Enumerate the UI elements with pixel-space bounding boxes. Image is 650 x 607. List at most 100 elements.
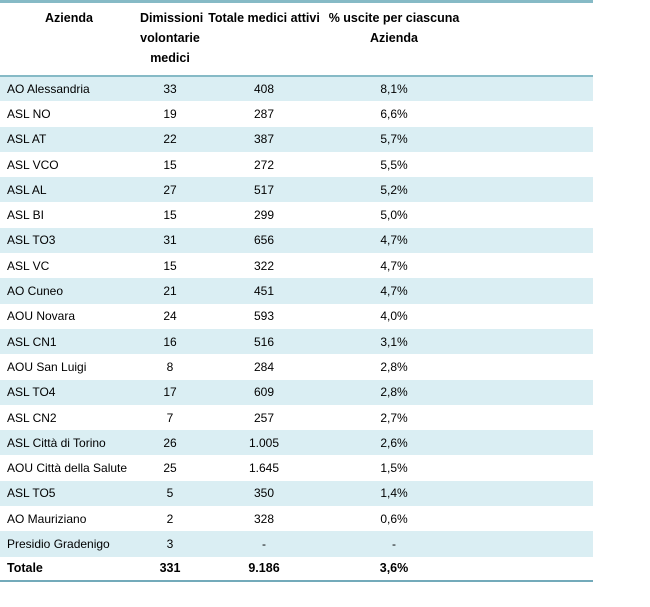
table-row: ASL BI 15 299 5,0% [0, 202, 593, 227]
azienda-cell: AOU Città della Salute [7, 461, 128, 476]
azienda-cell: AO Alessandria [0, 76, 138, 102]
table-row: AO Cuneo 21 451 4,7% [0, 278, 593, 304]
dimissioni-cell: 7 [166, 410, 174, 425]
total-percent: 3,6% [379, 561, 409, 576]
azienda-cell: ASL BI [7, 208, 44, 223]
medici-attivi-cell: 516 [202, 328, 326, 355]
spacer-cell [462, 354, 593, 379]
total-dimissioni: 331 [159, 561, 181, 576]
azienda-cell: AO Mauriziano [7, 511, 87, 526]
percent-cell: - [326, 531, 462, 557]
percent-cell: 5,5% [380, 157, 408, 172]
percent-cell: 6,6% [380, 106, 408, 121]
medici-attivi-cell: 1.645 [248, 461, 280, 476]
azienda-cell: ASL TO3 [0, 227, 138, 254]
percent-cell: 4,7% [326, 227, 462, 254]
table-row: ASL CN1 16 516 3,1% [0, 328, 593, 355]
spacer-cell [462, 480, 593, 507]
dimissioni-cell: 19 [163, 106, 177, 121]
dimissioni-cell: 22 [138, 126, 202, 152]
medici-attivi-cell: 322 [253, 258, 275, 273]
spacer-cell [462, 227, 593, 254]
table-row: ASL TO5 5 350 1,4% [0, 480, 593, 507]
table-header: Azienda Dimissioni volontarie medici Tot… [0, 2, 593, 76]
dimissioni-cell: 15 [163, 208, 177, 223]
percent-cell: 1,5% [380, 461, 408, 476]
dimissioni-cell: 15 [163, 157, 177, 172]
table-row: ASL AL 27 517 5,2% [0, 177, 593, 203]
spacer-cell [462, 506, 593, 531]
total-spacer [462, 557, 593, 581]
dimissioni-cell: 33 [138, 76, 202, 102]
percent-cell: 8,1% [326, 76, 462, 102]
azienda-cell: ASL NO [7, 106, 51, 121]
azienda-cell: Presidio Gradenigo [0, 531, 138, 557]
table-row: ASL NO 19 287 6,6% [0, 101, 593, 126]
medici-attivi-cell: 1.005 [202, 430, 326, 456]
table-footer: Totale 331 9.186 3,6% [0, 557, 593, 581]
medici-attivi-cell: 609 [202, 379, 326, 405]
header-totale-medici-attivi: Totale medici attivi [208, 11, 320, 25]
table-row: ASL TO4 17 609 2,8% [0, 379, 593, 405]
dimissioni-cell: 24 [163, 309, 177, 324]
table-row: ASL VCO 15 272 5,5% [0, 152, 593, 177]
dimissioni-cell: 5 [138, 480, 202, 507]
spacer-cell [462, 278, 593, 304]
medici-attivi-cell: 328 [253, 511, 275, 526]
dimissioni-cell: 26 [138, 430, 202, 456]
table-row: ASL CN2 7 257 2,7% [0, 405, 593, 430]
medici-attivi-cell: 656 [202, 227, 326, 254]
percent-cell: 4,7% [326, 278, 462, 304]
azienda-cell: ASL VC [7, 258, 50, 273]
medici-attivi-cell: 287 [253, 106, 275, 121]
azienda-cell: AO Cuneo [0, 278, 138, 304]
dimissioni-cell: 15 [163, 258, 177, 273]
dimissioni-cell: 31 [138, 227, 202, 254]
table-row: AOU San Luigi 8 284 2,8% [0, 354, 593, 379]
azienda-cell: ASL TO4 [0, 379, 138, 405]
table-row: ASL AT 22 387 5,7% [0, 126, 593, 152]
header-azienda: Azienda [45, 11, 93, 25]
azienda-cell: ASL AL [0, 177, 138, 203]
percent-cell: 2,8% [380, 359, 408, 374]
header-percent-uscite: % uscite per ciascuna Azienda [328, 11, 460, 45]
total-label: Totale [7, 561, 43, 576]
percent-cell: 2,8% [326, 379, 462, 405]
table-body: AO Alessandria 33 408 8,1% ASL NO 19 287 6,6% AS… [0, 76, 593, 557]
spacer-cell [462, 304, 593, 329]
table-row: AOU Novara 24 593 4,0% [0, 304, 593, 329]
header-row: Azienda Dimissioni volontarie medici Tot… [0, 2, 593, 76]
spacer-cell [462, 405, 593, 430]
azienda-cell: ASL CN1 [0, 328, 138, 355]
percent-cell: 2,7% [380, 410, 408, 425]
azienda-cell: ASL CN2 [7, 410, 57, 425]
total-row: Totale 331 9.186 3,6% [0, 557, 593, 581]
dimissioni-cell: 2 [166, 511, 174, 526]
dimissioni-cell: 25 [163, 461, 177, 476]
azienda-cell: ASL TO5 [0, 480, 138, 507]
azienda-cell: AOU San Luigi [7, 359, 87, 374]
percent-cell: 5,2% [326, 177, 462, 203]
medici-attivi-cell: 593 [253, 309, 275, 324]
table-row: ASL TO3 31 656 4,7% [0, 227, 593, 254]
dimissioni-cell: 17 [138, 379, 202, 405]
table-row: AO Mauriziano 2 328 0,6% [0, 506, 593, 531]
spacer-cell [462, 76, 593, 102]
azienda-cell: ASL VCO [7, 157, 59, 172]
percent-cell: 4,7% [380, 258, 408, 273]
medici-attivi-cell: 284 [253, 359, 275, 374]
medici-attivi-cell: 408 [202, 76, 326, 102]
medici-attivi-cell: 517 [202, 177, 326, 203]
percent-cell: 4,0% [380, 309, 408, 324]
dimissioni-cell: 27 [138, 177, 202, 203]
medici-attivi-cell: 451 [202, 278, 326, 304]
dimissioni-cell: 21 [138, 278, 202, 304]
percent-cell: 2,6% [326, 430, 462, 456]
spacer-cell [462, 253, 593, 278]
medici-attivi-cell: 272 [253, 157, 275, 172]
percent-cell: 5,7% [326, 126, 462, 152]
header-dimissioni-volontarie: Dimissioni volontarie medici [140, 11, 204, 65]
spacer-cell [462, 455, 593, 480]
spacer-cell [462, 202, 593, 227]
